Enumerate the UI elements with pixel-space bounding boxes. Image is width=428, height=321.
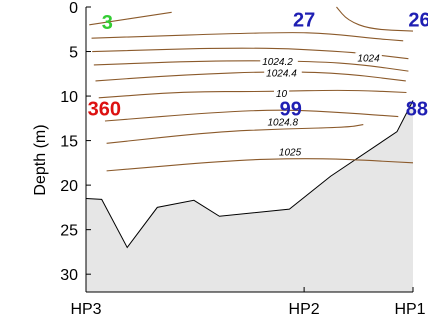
x-tick-label: HP3 [70, 301, 101, 318]
y-tick-label: 15 [60, 134, 78, 151]
contour-line-7 [104, 109, 399, 122]
contour-line-2 [91, 32, 404, 42]
y-tick-label: 20 [60, 178, 78, 195]
contour-label-4: 1024 [357, 53, 380, 64]
station-value-label: 99 [280, 99, 302, 121]
contour-label-6: 1024.4 [266, 68, 297, 79]
contour-label-9: 1025 [279, 148, 302, 159]
y-axis-label: Depth (m) [32, 124, 49, 195]
contour-label-bg-9 [276, 146, 304, 158]
axis-layer: 0 5 10 15 20 25 30 HP3 HP2 HP1 [60, 0, 425, 318]
seabed-area [86, 100, 413, 292]
station-label-layer: 3 27 26 360 99 88 [88, 10, 428, 121]
contour-label-8: 1024.8 [267, 117, 298, 128]
x-tick-label: HP1 [394, 301, 425, 318]
contour-label-7: 10 [276, 89, 288, 100]
contour-label-bg-4 [355, 52, 382, 64]
contour-line-10 [336, 6, 414, 32]
station-value-label: 26 [408, 10, 428, 32]
y-tick-label: 25 [60, 223, 78, 240]
contour-layer [89, 6, 414, 172]
station-value-label: 360 [88, 99, 121, 121]
plot-area [85, 100, 414, 292]
station-value-label: 3 [102, 12, 113, 34]
contour-line-3 [92, 47, 409, 60]
contour-label-bg-8 [265, 116, 304, 128]
contour-label-bg-5 [260, 55, 298, 67]
y-tick-label: 5 [69, 45, 78, 62]
contour-line-1 [89, 11, 172, 26]
y-tick-label: 0 [69, 0, 78, 17]
contour-label-5: 1024.2 [262, 57, 293, 68]
station-value-label: 88 [406, 99, 428, 121]
contour-line-8 [106, 124, 364, 144]
contour-line-6 [98, 89, 407, 99]
seabed-line [85, 100, 414, 249]
contour-label-bg-6 [264, 67, 302, 79]
x-tick-label: HP2 [289, 301, 320, 318]
y-tick-label: 30 [60, 267, 78, 284]
contour-label-bg-7 [273, 87, 290, 99]
station-value-label: 27 [293, 10, 315, 32]
y-tick-label: 10 [60, 89, 78, 106]
contour-line-5 [95, 71, 406, 82]
contour-line-9 [106, 158, 414, 172]
